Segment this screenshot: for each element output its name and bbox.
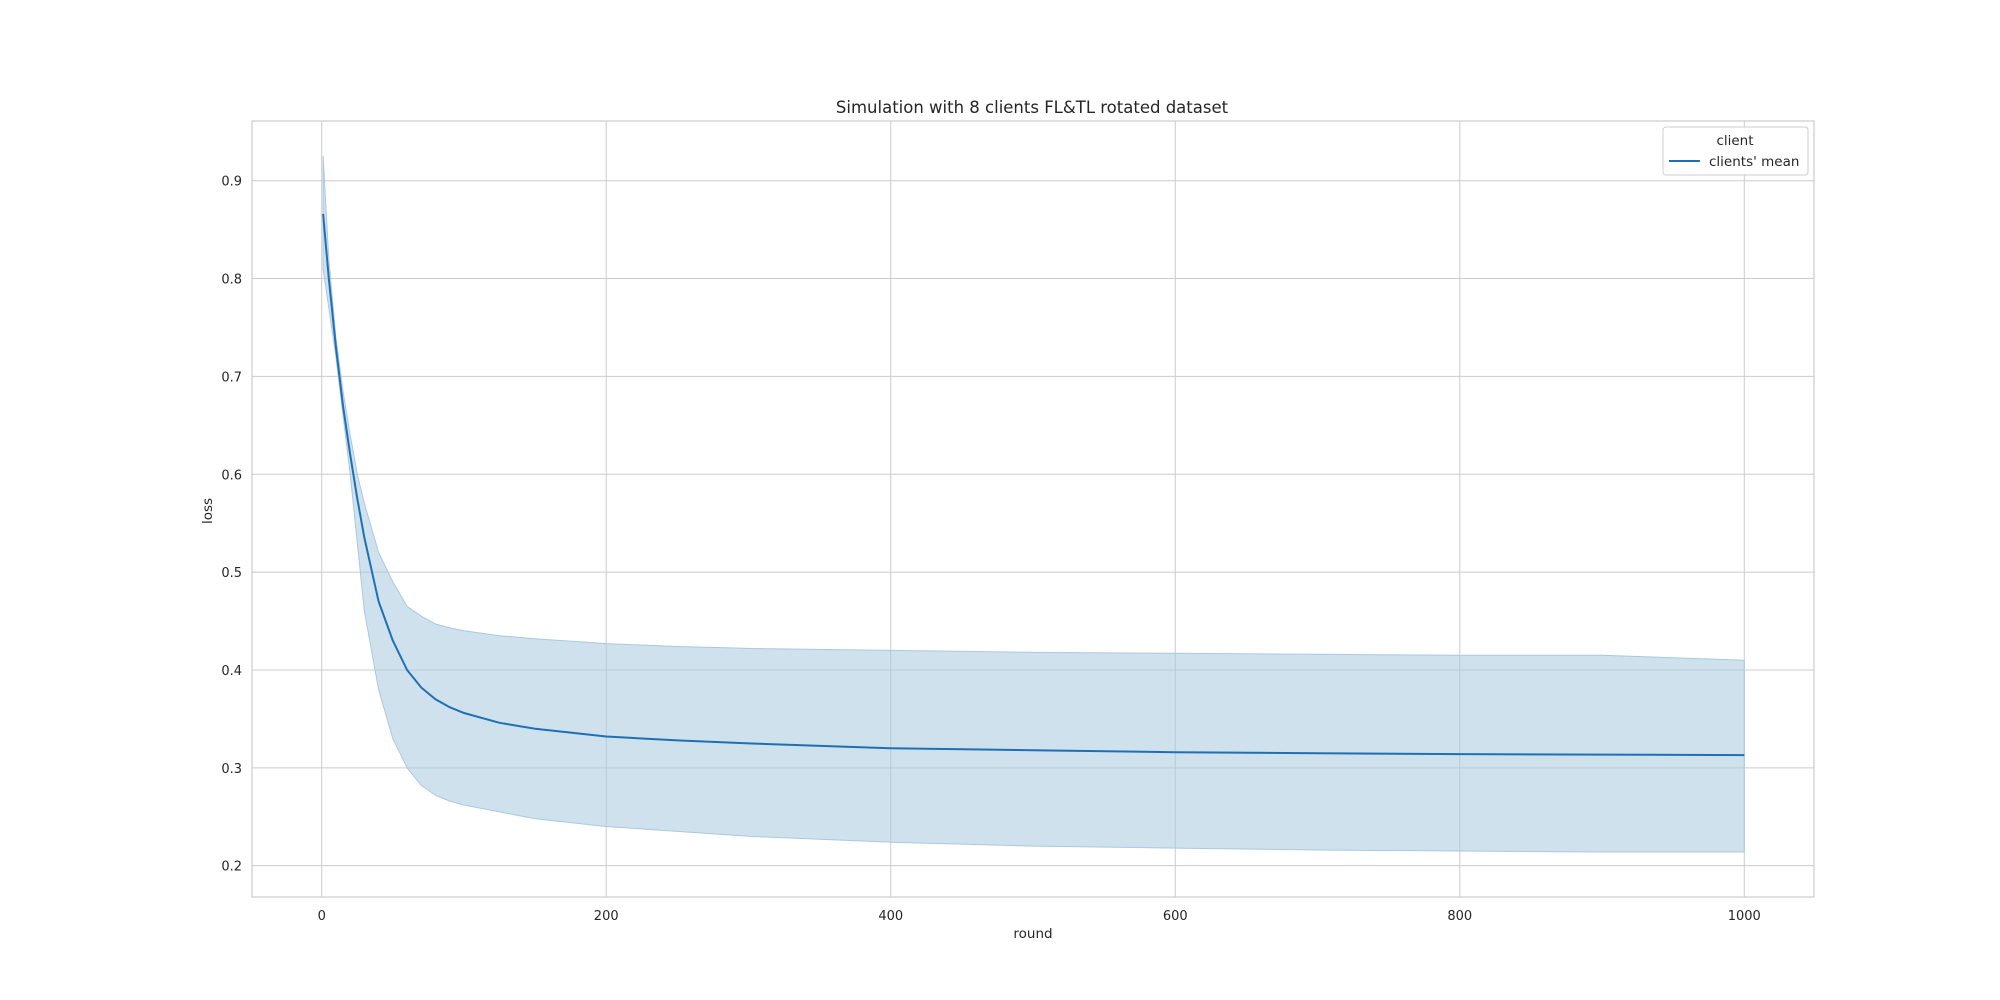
y-tick-label: 0.5 xyxy=(221,566,242,581)
y-tick-label: 0.9 xyxy=(221,175,242,190)
y-tick-label: 0.4 xyxy=(221,664,242,679)
y-tick-label: 0.2 xyxy=(221,860,242,875)
y-tick-label: 0.8 xyxy=(221,273,242,288)
x-tick-label: 600 xyxy=(1163,909,1188,924)
x-tick-label: 800 xyxy=(1447,909,1472,924)
x-tick-label: 1000 xyxy=(1728,909,1761,924)
x-tick-label: 200 xyxy=(594,909,619,924)
x-tick-label: 0 xyxy=(318,909,326,924)
y-tick-label: 0.6 xyxy=(221,468,242,483)
plot-frame xyxy=(251,120,1815,898)
legend-entry: clients' mean xyxy=(1709,154,1799,170)
mean-line xyxy=(322,213,1745,757)
y-axis-label: loss xyxy=(200,498,216,524)
chart-title: Simulation with 8 clients FL&TL rotated … xyxy=(836,98,1229,117)
y-tick-label: 0.3 xyxy=(221,762,242,777)
spread-band xyxy=(322,156,1745,853)
x-tick-label: 400 xyxy=(878,909,903,924)
x-axis-label: round xyxy=(1013,926,1052,942)
legend: client clients' mean xyxy=(1662,126,1809,176)
y-tick-label: 0.7 xyxy=(221,370,242,385)
y-axis-ticks: 0.2 0.3 0.4 0.5 0.6 0.7 0.8 0.9 xyxy=(221,175,242,875)
x-axis-ticks: 0 200 400 600 800 1000 xyxy=(318,909,1761,924)
legend-box xyxy=(1662,126,1809,176)
gridlines xyxy=(252,121,1814,897)
legend-title: client xyxy=(1716,133,1753,149)
